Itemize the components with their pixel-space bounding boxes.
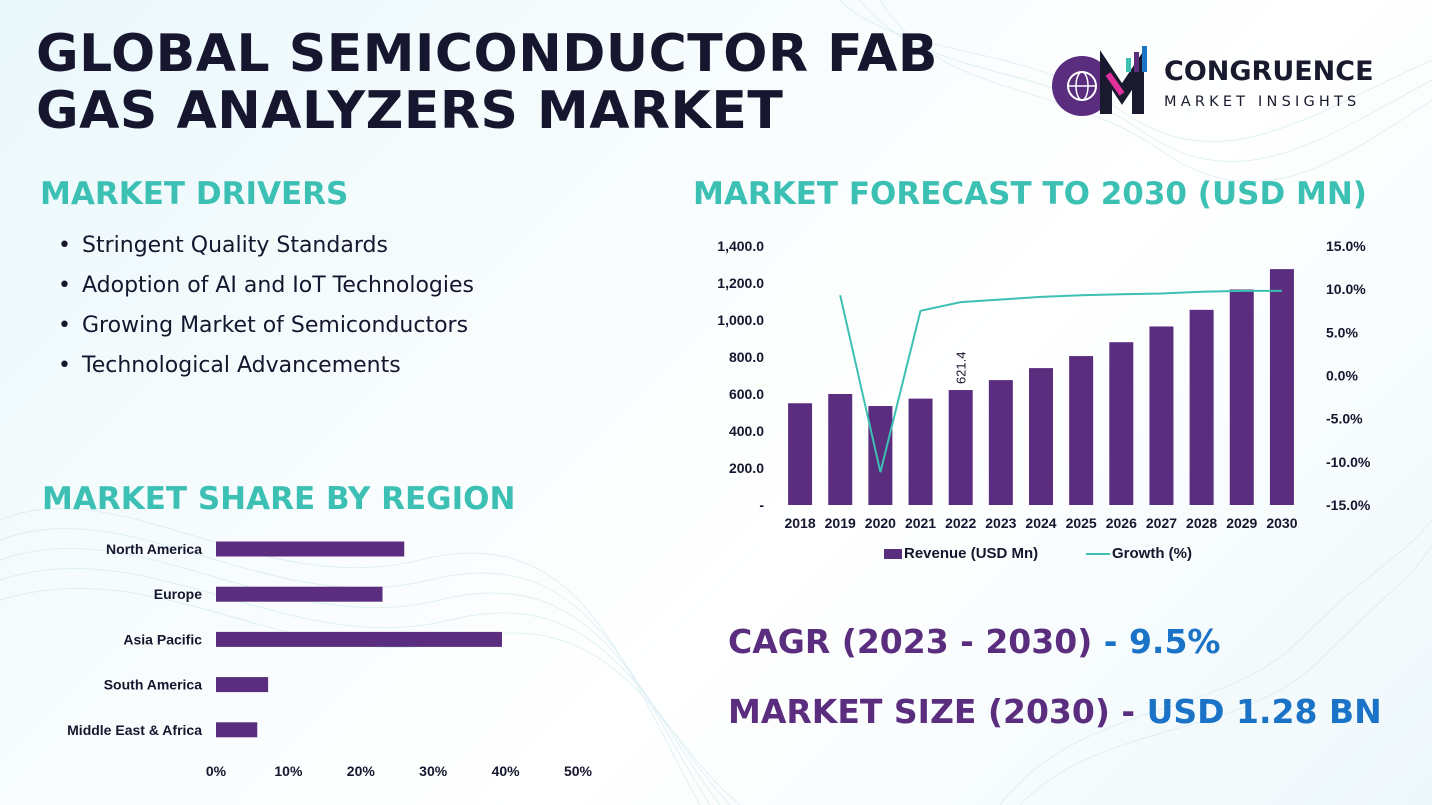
region-bar bbox=[216, 722, 258, 738]
revenue-bar bbox=[828, 394, 853, 505]
legend-revenue-swatch bbox=[884, 549, 902, 559]
right-axis-tick-label: 0.0% bbox=[1326, 368, 1358, 384]
region-bar bbox=[216, 631, 502, 647]
driver-item-label: Stringent Quality Standards bbox=[82, 233, 388, 258]
revenue-bar bbox=[788, 403, 813, 505]
driver-item-label: Adoption of AI and IoT Technologies bbox=[82, 273, 475, 298]
driver-item: • Stringent Quality Standards bbox=[58, 233, 388, 258]
x-axis-tick-label: 2026 bbox=[1106, 515, 1137, 531]
region-x-tick-label: 30% bbox=[419, 763, 448, 779]
growth-line bbox=[839, 289, 1282, 473]
region-label: South America bbox=[104, 677, 202, 693]
company-logo: CONGRUENCE MARKET INSIGHTS bbox=[1046, 44, 1406, 118]
revenue-bar bbox=[1269, 269, 1294, 505]
cagr-value: - 9.5% bbox=[1103, 622, 1221, 661]
x-axis-tick-label: 2023 bbox=[985, 515, 1016, 531]
x-axis-tick-label: 2029 bbox=[1226, 515, 1257, 531]
region-x-tick-label: 50% bbox=[564, 763, 593, 779]
globe-bar-chart-logo-icon bbox=[1052, 46, 1147, 116]
legend-growth-label: Growth (%) bbox=[1112, 545, 1192, 562]
market-drivers-list: • Stringent Quality Standards • Adoption o… bbox=[58, 230, 474, 390]
x-axis-tick-label: 2028 bbox=[1186, 515, 1217, 531]
market-size-stat: MARKET SIZE (2030) - USD 1.28 BN bbox=[728, 692, 1382, 731]
x-axis-tick-label: 2025 bbox=[1066, 515, 1097, 531]
revenue-bar bbox=[1029, 368, 1053, 505]
region-label: Europe bbox=[154, 586, 202, 602]
right-axis-tick-label: 10.0% bbox=[1326, 281, 1366, 297]
driver-item: • Technological Advancements bbox=[58, 353, 401, 378]
driver-item: • Adoption of AI and IoT Technologies bbox=[58, 273, 475, 298]
left-axis-tick-label: 400.0 bbox=[729, 423, 764, 439]
left-axis-tick-label: 1,200.0 bbox=[717, 275, 764, 291]
region-x-tick-label: 0% bbox=[206, 763, 227, 779]
region-bar bbox=[216, 586, 383, 602]
revenue-bar bbox=[988, 380, 1013, 505]
driver-item-label: Technological Advancements bbox=[82, 353, 401, 378]
left-axis-tick-label: - bbox=[759, 497, 764, 513]
forecast-title: MARKET FORECAST TO 2030 (USD MN) bbox=[693, 176, 1367, 212]
x-axis-tick-label: 2018 bbox=[784, 515, 815, 531]
region-bar bbox=[216, 677, 269, 693]
region-x-tick-label: 40% bbox=[492, 763, 521, 779]
revenue-bar bbox=[1189, 309, 1214, 505]
x-axis-tick-label: 2019 bbox=[825, 515, 856, 531]
x-axis-tick-label: 2027 bbox=[1146, 515, 1177, 531]
revenue-bar bbox=[1109, 342, 1134, 505]
revenue-bar bbox=[948, 390, 973, 505]
right-axis-tick-label: 5.0% bbox=[1326, 324, 1358, 340]
left-axis-tick-label: 200.0 bbox=[729, 460, 764, 476]
region-label: Middle East & Africa bbox=[67, 722, 202, 738]
cagr-stat: CAGR (2023 - 2030) - 9.5% bbox=[728, 622, 1221, 661]
region-label: North America bbox=[106, 541, 202, 557]
driver-item: • Growing Market of Semiconductors bbox=[58, 313, 469, 338]
right-axis-tick-label: -5.0% bbox=[1326, 411, 1363, 427]
region-share-title: MARKET SHARE BY REGION bbox=[42, 481, 516, 517]
revenue-bar bbox=[1149, 326, 1174, 505]
region-label: Asia Pacific bbox=[123, 631, 202, 647]
logo-name: CONGRUENCE bbox=[1164, 56, 1374, 87]
right-axis-tick-label: -15.0% bbox=[1326, 497, 1371, 513]
market-drivers-title: MARKET DRIVERS bbox=[40, 176, 349, 212]
x-axis-tick-label: 2020 bbox=[865, 515, 896, 531]
right-axis-tick-label: 15.0% bbox=[1326, 238, 1366, 254]
revenue-bar bbox=[868, 406, 893, 505]
x-axis-tick-label: 2024 bbox=[1025, 515, 1056, 531]
x-axis-tick-label: 2030 bbox=[1266, 515, 1297, 531]
revenue-bar bbox=[1229, 289, 1254, 505]
x-axis-tick-label: 2022 bbox=[945, 515, 976, 531]
forecast-chart: - 200.0 400.0 600.0 800.0 1,000.0 1,200.0 1,400… bbox=[717, 238, 1371, 562]
region-x-tick-label: 10% bbox=[274, 763, 303, 779]
logo-subtitle: MARKET INSIGHTS bbox=[1164, 94, 1361, 110]
left-axis-tick-label: 1,000.0 bbox=[717, 312, 764, 328]
market-size-label: MARKET SIZE (2030) - bbox=[728, 692, 1136, 731]
driver-item-label: Growing Market of Semiconductors bbox=[82, 313, 469, 338]
x-axis-tick-label: 2021 bbox=[905, 515, 936, 531]
region-share-chart: North America Europe Asia Pacific South Ame… bbox=[67, 541, 593, 779]
revenue-bar bbox=[908, 398, 933, 505]
left-axis-tick-label: 800.0 bbox=[729, 349, 764, 365]
legend-revenue-label: Revenue (USD Mn) bbox=[904, 545, 1038, 562]
revenue-data-label: 621.4 bbox=[954, 351, 969, 384]
left-axis-tick-label: 1,400.0 bbox=[717, 238, 764, 254]
page-title: GLOBAL SEMICONDUCTOR FAB GAS ANALYZERS M… bbox=[36, 24, 939, 141]
left-axis-tick-label: 600.0 bbox=[729, 386, 764, 402]
cagr-label: CAGR (2023 - 2030) bbox=[728, 622, 1093, 661]
right-axis-tick-label: -10.0% bbox=[1326, 454, 1371, 470]
market-size-value: USD 1.28 BN bbox=[1146, 692, 1382, 731]
region-x-tick-label: 20% bbox=[347, 763, 376, 779]
region-bar bbox=[216, 541, 405, 557]
revenue-bar bbox=[1069, 356, 1094, 505]
